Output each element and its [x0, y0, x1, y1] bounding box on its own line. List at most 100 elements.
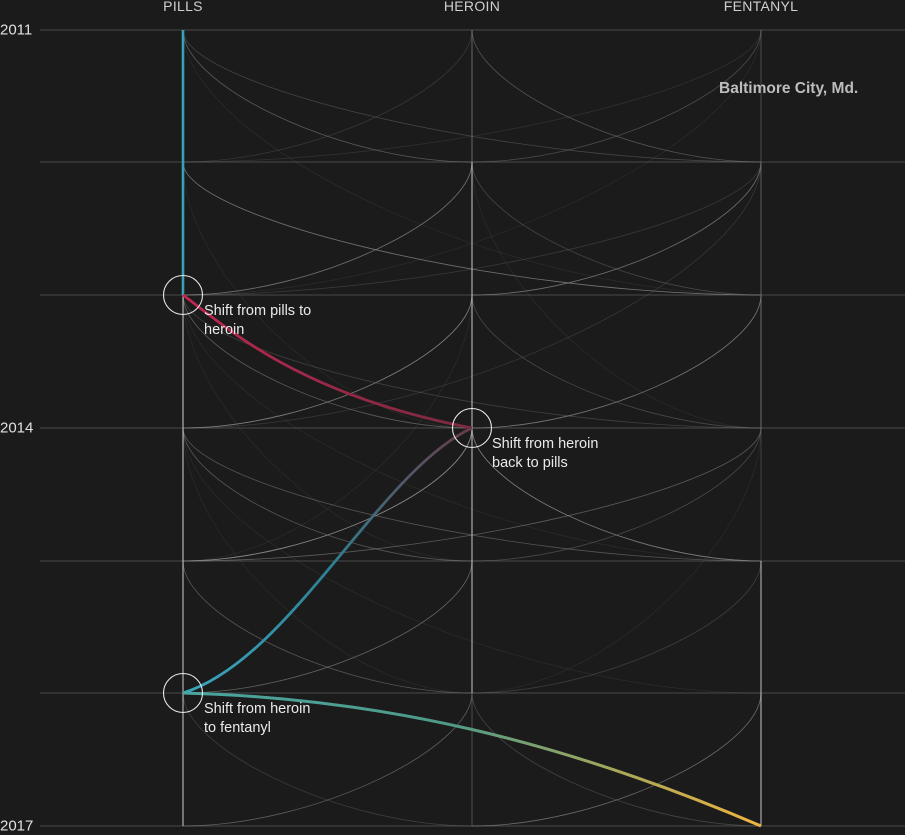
flow-line	[471, 294, 762, 429]
flow-line	[182, 427, 473, 562]
flow-line	[471, 294, 762, 429]
flow-line	[182, 294, 473, 429]
highlight-path-heroin-to-pills	[182, 426, 473, 695]
flow-line	[471, 294, 762, 429]
flow-line	[182, 29, 762, 296]
column-label-fentanyl: FENTANYL	[723, 0, 799, 14]
annotation-line: to fentanyl	[204, 720, 271, 736]
flow-line	[182, 29, 762, 163]
flow-line	[182, 560, 473, 694]
flow-line	[182, 29, 473, 163]
flow-line	[471, 294, 762, 429]
year-label-2017: 2017	[0, 817, 34, 835]
annotation-line: Shift from pills to	[204, 303, 312, 319]
flow-line	[471, 294, 762, 429]
flow-line	[182, 294, 473, 429]
flow-line	[182, 294, 762, 429]
flow-line	[182, 161, 762, 429]
flow-line	[471, 560, 762, 694]
flow-line	[471, 294, 762, 429]
flow-line	[182, 161, 762, 296]
flow-line	[182, 294, 473, 429]
annotation-ring	[451, 407, 493, 449]
flow-line	[182, 427, 473, 694]
annotation-heroin-to-fentanyl: Shift from heroin to fentanyl	[204, 700, 334, 738]
flow-line	[471, 29, 762, 163]
flow-line	[182, 294, 473, 562]
annotation-pills-to-heroin: Shift from pills to heroin	[204, 302, 334, 340]
highlight-path-pills-to-heroin	[182, 293, 473, 430]
flow-line	[182, 427, 473, 562]
annotation-heroin-to-pills: Shift from heroin back to pills	[492, 435, 622, 473]
flow-line	[182, 161, 473, 296]
flow-line	[182, 294, 473, 562]
flow-line	[182, 427, 762, 562]
flow-line	[182, 427, 762, 562]
year-label-2011: 2011	[0, 21, 33, 39]
flow-line	[471, 427, 762, 562]
highlight-path-pills-to-fentanyl	[182, 691, 762, 828]
flow-line	[471, 161, 762, 296]
flow-line	[182, 294, 473, 429]
flow-line	[182, 161, 762, 429]
flow-line	[182, 692, 473, 827]
flow-line	[471, 29, 762, 163]
column-label-heroin: HEROIN	[443, 0, 501, 14]
flow-line	[182, 161, 473, 429]
flow-line	[182, 294, 473, 429]
annotation-line: back to pills	[492, 455, 568, 471]
flow-line	[471, 692, 762, 827]
column-label-pills: PILLS	[163, 0, 203, 14]
flow-line	[182, 692, 473, 827]
flow-line	[182, 560, 473, 694]
annotation-line: Shift from heroin	[204, 701, 311, 717]
flow-line	[182, 294, 473, 429]
flow-line	[182, 692, 473, 827]
flow-line	[471, 161, 762, 296]
flow-line	[471, 427, 762, 562]
flow-line	[471, 427, 762, 562]
flow-line	[471, 427, 762, 694]
annotation-ring	[162, 672, 204, 714]
flow-line	[471, 692, 762, 827]
flow-line	[182, 294, 762, 562]
flow-line	[182, 560, 473, 694]
flow-line	[182, 161, 762, 296]
location-title: Baltimore City, Md.	[719, 80, 859, 97]
flow-line	[182, 29, 473, 163]
flow-line	[471, 161, 762, 296]
flow-line	[182, 161, 762, 296]
flow-line	[182, 427, 473, 562]
flow-line	[182, 294, 473, 429]
flow-line	[182, 161, 473, 296]
annotation-ring	[162, 274, 204, 316]
flow-line	[182, 427, 473, 562]
flow-line	[182, 427, 473, 562]
annotation-line: Shift from heroin	[492, 436, 599, 452]
flow-line	[182, 161, 762, 296]
flow-line	[182, 29, 762, 163]
flow-line	[182, 427, 473, 562]
flow-line	[182, 427, 473, 562]
flow-line	[471, 161, 762, 296]
flow-line	[182, 560, 473, 694]
flow-line	[182, 29, 473, 163]
flow-line	[182, 29, 473, 163]
flow-line	[471, 692, 762, 827]
flow-line	[471, 161, 762, 296]
flow-line	[471, 427, 762, 562]
flow-line	[182, 560, 473, 694]
flow-line	[182, 427, 762, 694]
flow-line	[471, 29, 762, 163]
flow-line	[182, 161, 473, 296]
annotation-line: heroin	[204, 322, 245, 338]
flow-line	[471, 427, 762, 562]
flow-line	[182, 161, 473, 296]
flow-line	[471, 161, 762, 429]
flow-line	[182, 427, 473, 562]
flow-line	[182, 29, 762, 296]
flow-line	[182, 427, 473, 562]
flow-line	[182, 692, 473, 827]
year-label-2014: 2014	[0, 419, 34, 437]
